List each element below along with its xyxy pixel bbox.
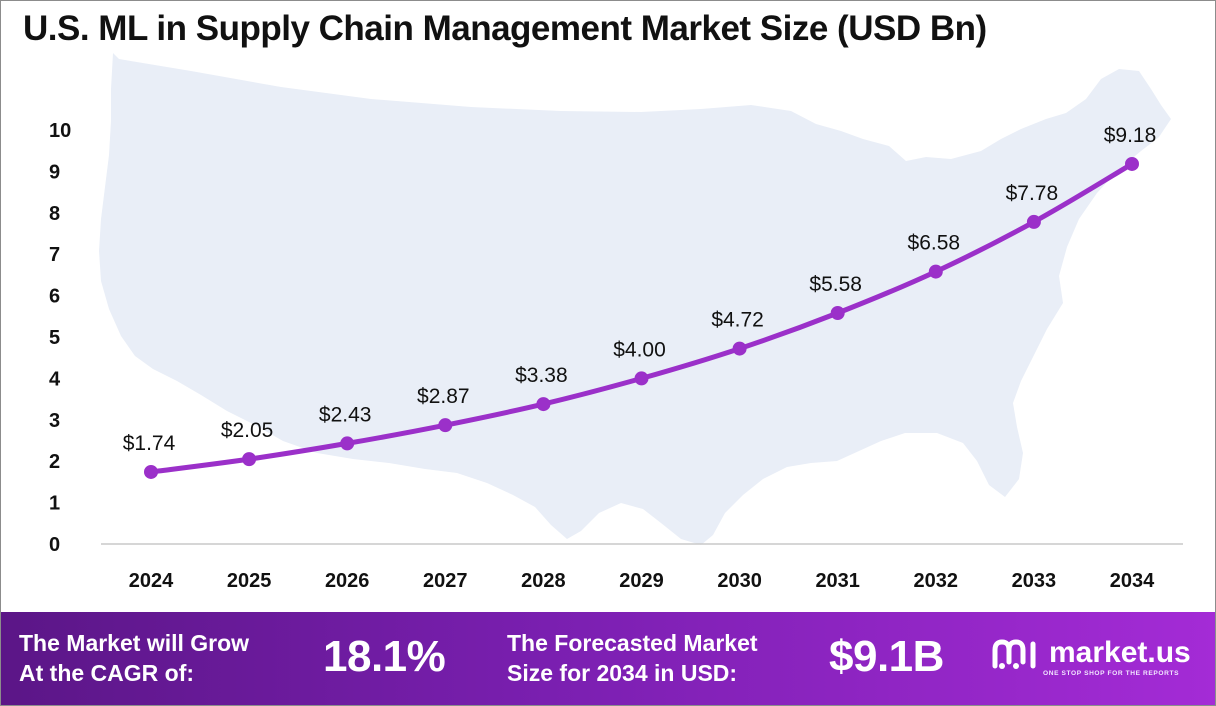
data-label: $4.72 <box>711 309 764 332</box>
data-label: $7.78 <box>1006 182 1059 205</box>
footer-background <box>1 612 1215 705</box>
y-tick-label: 3 <box>49 410 60 432</box>
x-tick-label: 2033 <box>1012 570 1057 592</box>
cagr-label-line2: At the CAGR of: <box>19 660 195 686</box>
data-label: $3.38 <box>515 364 568 387</box>
market-us-logo-icon <box>992 639 1036 669</box>
brand-name: market.us <box>1049 636 1191 669</box>
data-label: $2.43 <box>319 403 372 426</box>
x-tick-label: 2029 <box>619 570 664 592</box>
x-tick-label: 2032 <box>914 570 959 592</box>
data-labels: $1.74 $2.05 $2.43 $2.87 $3.38 $4.00 $4.72 $5.58… <box>123 124 1157 455</box>
axes: 0 1 2 3 4 5 6 7 8 9 10 2024 2025 2026 2027 2028 2029 2030… <box>49 120 1183 592</box>
data-point <box>340 436 355 451</box>
data-label: $2.87 <box>417 385 470 408</box>
data-point <box>1125 156 1139 171</box>
data-label: $4.00 <box>613 338 666 361</box>
x-tick-label: 2028 <box>521 570 566 592</box>
data-point <box>438 418 453 433</box>
x-tick-label: 2030 <box>717 570 762 592</box>
y-tick-label: 4 <box>49 368 61 390</box>
data-point <box>830 305 845 320</box>
data-point <box>1026 214 1041 229</box>
y-tick-label: 5 <box>49 327 60 349</box>
x-tick-label: 2024 <box>129 570 174 592</box>
y-tick-label: 7 <box>49 244 60 266</box>
forecast-label-line2: Size for 2034 in USD: <box>507 660 738 686</box>
data-label: $2.05 <box>221 419 274 442</box>
y-tick-label: 9 <box>49 161 60 183</box>
x-tick-label: 2034 <box>1110 570 1155 592</box>
cagr-label-line1: The Market will Grow <box>19 630 250 656</box>
x-tick-label: 2025 <box>227 570 272 592</box>
x-tick-label: 2031 <box>815 570 860 592</box>
footer-banner: The Market will Grow At the CAGR of: 18.… <box>1 612 1215 705</box>
line-chart: 0 1 2 3 4 5 6 7 8 9 10 2024 2025 2026 2027 2028 2029 2030… <box>49 53 1183 592</box>
forecast-value: $9.1B <box>829 632 944 681</box>
y-tick-label: 6 <box>49 286 60 308</box>
data-label: $9.18 <box>1104 124 1157 147</box>
data-point <box>634 371 649 386</box>
chart-title: U.S. ML in Supply Chain Management Marke… <box>23 9 987 48</box>
x-tick-label: 2027 <box>423 570 468 592</box>
y-tick-label: 0 <box>49 534 60 556</box>
us-map-silhouette <box>99 53 1171 545</box>
data-label: $6.58 <box>908 232 961 255</box>
y-tick-label: 2 <box>49 451 60 473</box>
series-revenue <box>144 156 1139 479</box>
data-point <box>144 464 158 479</box>
y-tick-label: 8 <box>49 203 60 225</box>
brand-tagline: ONE STOP SHOP FOR THE REPORTS <box>1043 670 1180 677</box>
brand-logo[interactable]: market.us ONE STOP SHOP FOR THE REPORTS <box>991 632 1215 692</box>
y-tick-label: 10 <box>49 120 71 142</box>
x-tick-label: 2026 <box>325 570 370 592</box>
data-point <box>242 452 257 467</box>
data-point <box>732 341 747 356</box>
forecast-label-line1: The Forecasted Market <box>507 630 758 656</box>
data-label: $5.58 <box>809 273 862 296</box>
data-label: $1.74 <box>123 432 176 455</box>
y-tick-label: 1 <box>49 493 60 515</box>
cagr-value: 18.1% <box>323 632 446 681</box>
data-point <box>536 397 551 412</box>
data-point <box>928 264 943 279</box>
